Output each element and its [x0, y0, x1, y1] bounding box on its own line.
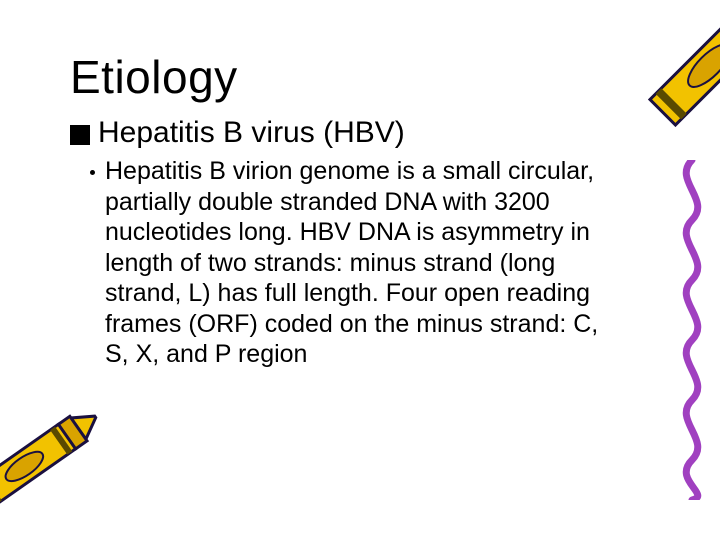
body-row: Hepatitis B virion genome is a small cir… [70, 156, 650, 370]
square-bullet-icon [70, 125, 90, 145]
subhead-row: Hepatitis B virus (HBV) [70, 116, 650, 150]
dot-bullet-icon [90, 170, 95, 175]
slide-container: Etiology Hepatitis B virus (HBV) Hepatit… [0, 0, 720, 540]
squiggle-right-icon [670, 160, 714, 500]
slide-title: Etiology [70, 50, 650, 104]
subhead-text: Hepatitis B virus (HBV) [98, 116, 405, 150]
crayon-bottom-icon [0, 396, 111, 523]
body-text: Hepatitis B virion genome is a small cir… [105, 156, 610, 370]
